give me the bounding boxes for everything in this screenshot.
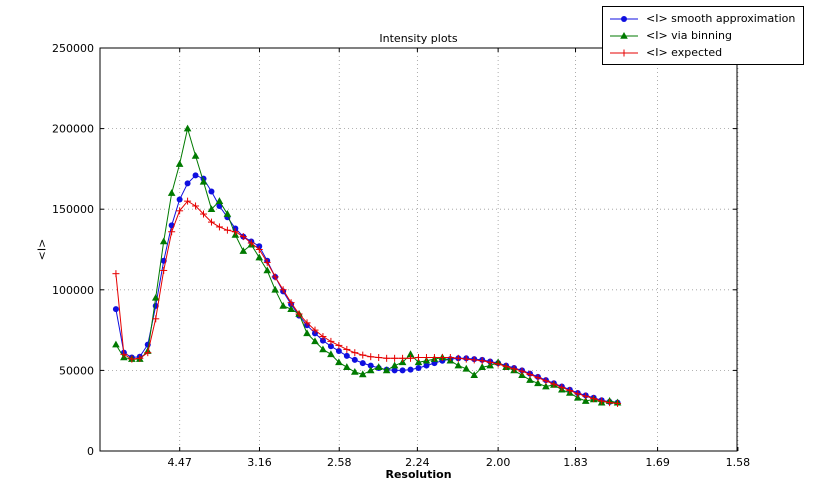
legend: <I> smooth approximation <I> via binning… [602, 6, 805, 65]
x-tick-label: 4.47 [167, 456, 192, 469]
legend-marker-plus-icon [610, 49, 638, 56]
legend-marker-circle-icon [610, 15, 638, 22]
x-tick-label: 1.58 [726, 456, 751, 469]
tick-marks [100, 47, 739, 452]
legend-label: <I> expected [646, 46, 723, 59]
legend-item-smooth-approximation: <I> smooth approximation [608, 10, 795, 27]
y-tick-label: 150000 [52, 203, 94, 216]
x-tick-label: 3.16 [247, 456, 272, 469]
series-2 [112, 197, 622, 407]
chart-title: Intensity plots [379, 32, 458, 45]
x-tick-label: 1.69 [645, 456, 670, 469]
plot-border [99, 47, 738, 452]
x-tick-label: 2.00 [486, 456, 511, 469]
y-tick-label: 50000 [59, 364, 94, 377]
x-tick-label: 2.58 [327, 456, 352, 469]
legend-marker-triangle-icon [610, 31, 638, 39]
x-axis-label: Resolution [385, 468, 452, 481]
y-tick-label: 250000 [52, 42, 94, 55]
y-tick-label: 100000 [52, 284, 94, 297]
legend-label: <I> via binning [646, 29, 732, 42]
legend-item-via-binning: <I> via binning [608, 27, 795, 44]
y-tick-label: 200000 [52, 123, 94, 136]
y-axis-label: <I> [35, 238, 49, 261]
legend-item-expected: <I> expected [608, 44, 795, 61]
series-1 [112, 124, 622, 406]
grid-lines [100, 47, 739, 452]
x-tick-label: 2.24 [405, 456, 430, 469]
tick-labels: 4.47 3.16 2.58 2.24 2.00 1.83 1.69 1.58 0 50000 10… [52, 42, 750, 469]
x-tick-label: 1.83 [563, 456, 588, 469]
legend-label: <I> smooth approximation [646, 12, 796, 25]
y-tick-label: 0 [87, 445, 94, 458]
